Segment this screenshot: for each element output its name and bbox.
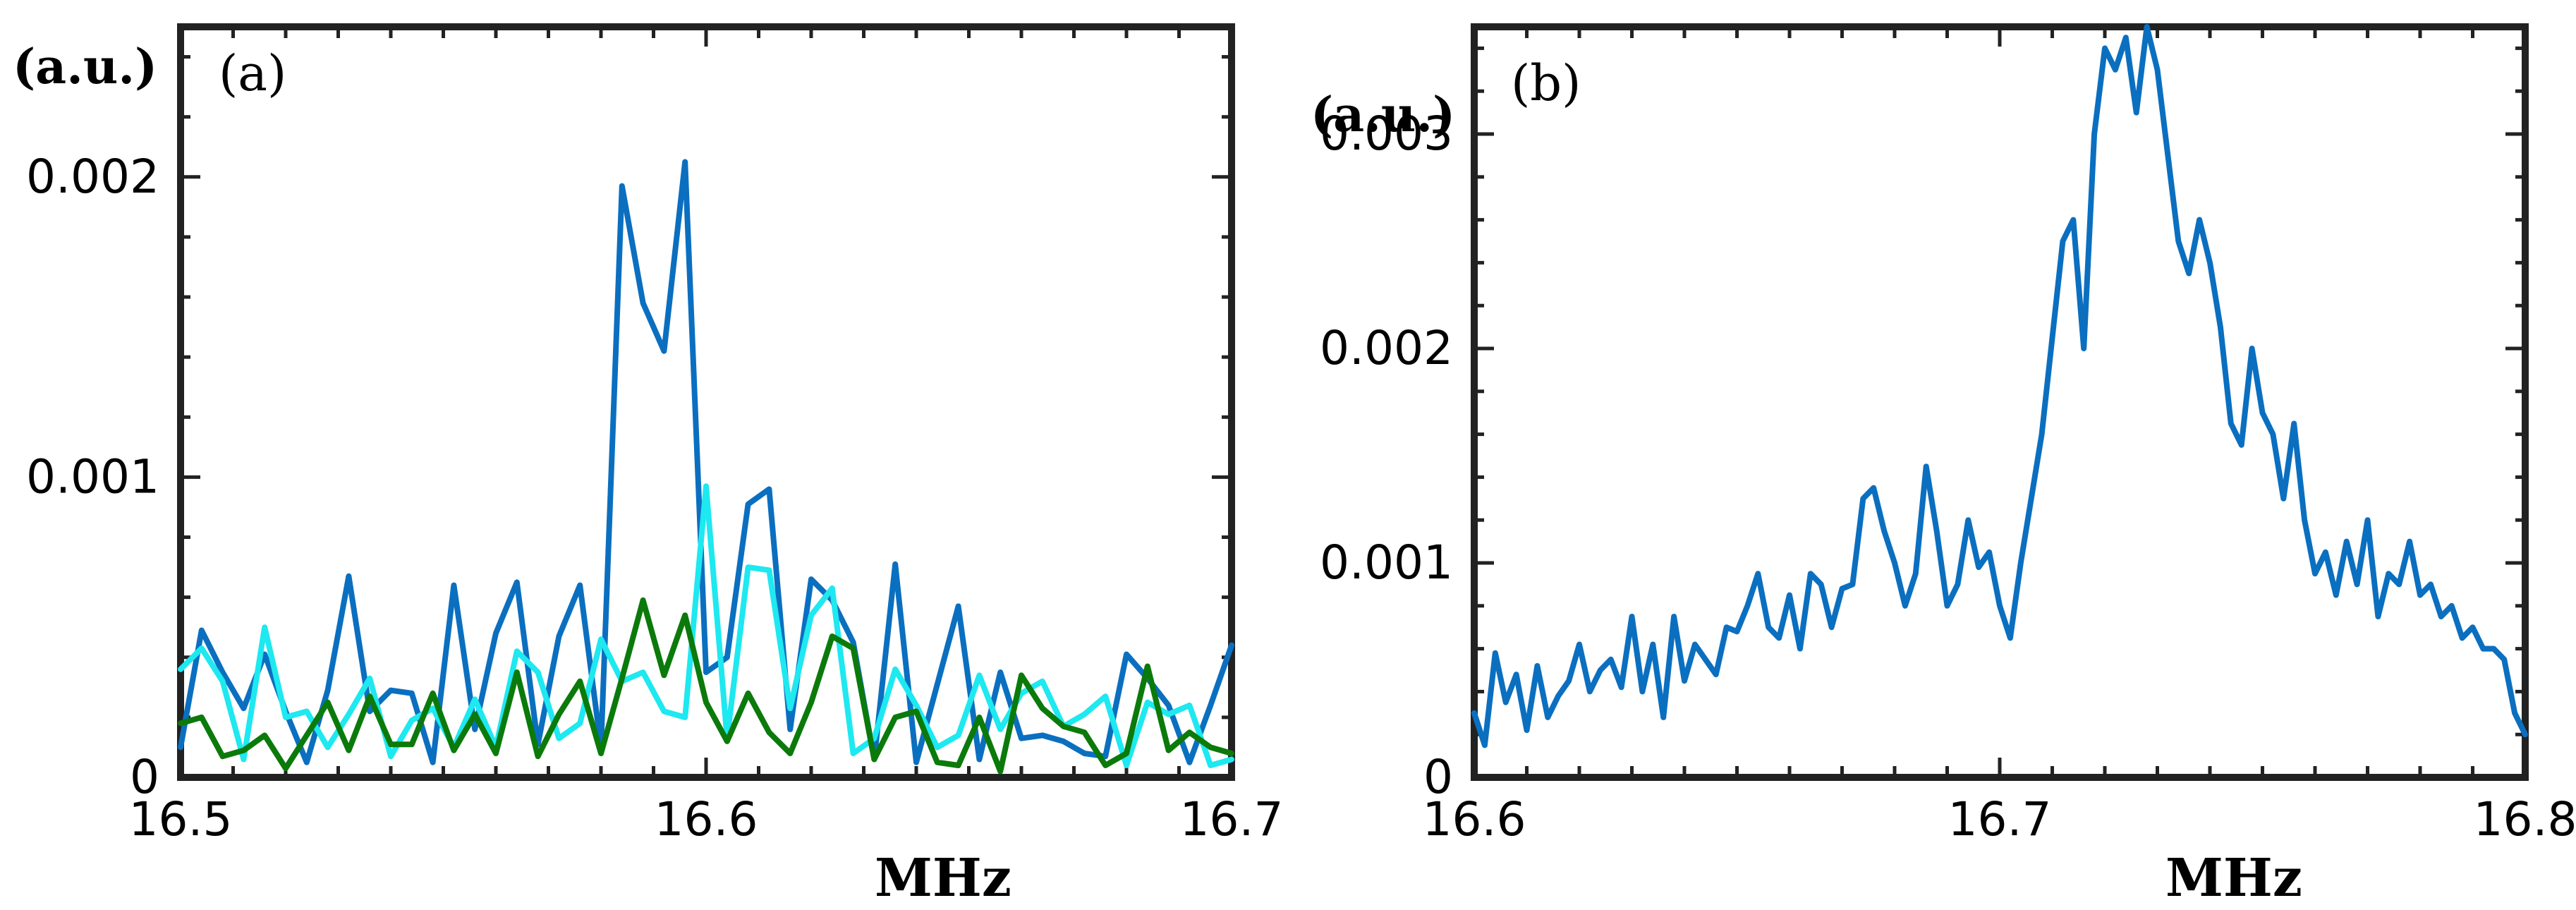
panel-a-series-green	[178, 597, 1234, 775]
panel-a-series-cyan	[178, 483, 1234, 768]
panel-a-x-tick-label: 16.6	[655, 792, 758, 847]
panel-a-x-tick-label: 16.7	[1180, 792, 1284, 847]
panel-a-series-blue	[178, 159, 1234, 765]
panel-b-x-tick-label: 16.6	[1423, 792, 1526, 847]
panel-b-y-tick-label: 0	[1423, 750, 1453, 804]
panel-b-x-tick-label: 16.8	[2474, 792, 2576, 847]
panel-a-y-tick-label: 0	[130, 750, 159, 804]
panel-b-frame	[1471, 23, 2529, 781]
panel-b-x-tick-label: 16.7	[1948, 792, 2052, 847]
panel-b-ticks	[1474, 27, 2525, 777]
panel-a-unit-label: (a.u.)	[13, 39, 157, 95]
panel-a-ticks	[181, 27, 1232, 777]
panel-b-x-axis-label: MHz	[2165, 848, 2302, 909]
panel-a-x-axis-label: MHz	[875, 848, 1011, 909]
panel-b-y-tick-label: 0.001	[1320, 535, 1453, 590]
panel-b-label: (b)	[1511, 54, 1581, 112]
panel-b-series-blue	[1471, 24, 2528, 748]
panel-a: 16.5 16.6 16.7 0 0.001 0.002 (a) (a.u.) MHz	[13, 23, 1283, 909]
panel-b-unit-label: (a.u.)	[1311, 87, 1455, 143]
panel-a-x-tick-label: 16.5	[129, 792, 233, 847]
panel-a-series	[178, 159, 1234, 775]
panel-a-label: (a)	[219, 44, 286, 102]
panel-b-tick-labels: 16.6 16.7 16.8 0 0.001 0.002 0.003	[1320, 107, 2576, 847]
panel-b-y-tick-label: 0.003	[1320, 107, 1453, 161]
panel-b-series	[1471, 24, 2528, 748]
panel-a-y-tick-label: 0.001	[26, 449, 159, 504]
panel-b-y-tick-label: 0.002	[1320, 321, 1453, 375]
panel-a-tick-labels: 16.5 16.6 16.7 0 0.001 0.002	[26, 150, 1283, 847]
panel-a-y-tick-label: 0.002	[26, 150, 159, 204]
